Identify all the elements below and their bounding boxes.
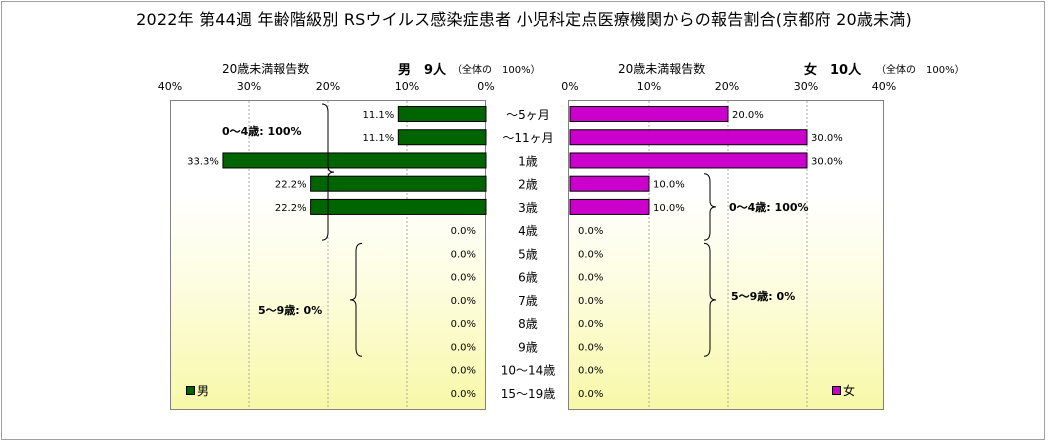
- female-bar: [569, 198, 650, 215]
- female-brace-5-9: [703, 242, 717, 357]
- tick-label: 40%: [157, 80, 183, 93]
- female-bar: [569, 175, 650, 192]
- male-data-label: 0.0%: [451, 342, 476, 353]
- category-label: 4歳: [518, 224, 538, 238]
- female-data-label: 0.0%: [578, 226, 603, 237]
- category-label: 8歳: [518, 317, 538, 331]
- male-brace-5-9: [349, 242, 363, 357]
- female-data-label: 0.0%: [578, 296, 603, 307]
- male-data-label: 33.3%: [187, 156, 219, 167]
- female-data-label: 20.0%: [732, 110, 764, 121]
- tick-label: 10%: [636, 80, 662, 93]
- female-data-label: 0.0%: [578, 342, 603, 353]
- male-data-label: 0.0%: [451, 319, 476, 330]
- male-bar: [397, 129, 487, 146]
- female-bar: [569, 106, 729, 122]
- male-data-label: 0.0%: [451, 226, 476, 237]
- male-bar: [222, 152, 487, 169]
- female-brace-0-4: [703, 173, 717, 241]
- female-data-label: 0.0%: [578, 249, 603, 260]
- male-data-label: 0.0%: [451, 249, 476, 260]
- male-caption: 20歳未満報告数: [222, 62, 310, 76]
- tick-label: 20%: [714, 80, 740, 93]
- tick-label: 40%: [871, 80, 897, 93]
- tick-label: 30%: [793, 80, 819, 93]
- tick-label: 20%: [315, 80, 341, 93]
- male-data-label: 22.2%: [275, 203, 307, 214]
- female-legend-swatch: [832, 386, 841, 395]
- female-plot-area: [568, 100, 884, 410]
- male-annotation-0-4: 0～4歳: 100%: [222, 124, 302, 138]
- category-label: 10～14歳: [501, 364, 556, 378]
- tick-label: 30%: [236, 80, 262, 93]
- male-count-label: 男 9人: [398, 63, 447, 78]
- male-bar: [310, 198, 487, 215]
- category-label: 15～19歳: [501, 387, 556, 401]
- female-share-note: （全体の 100%）: [876, 65, 965, 76]
- category-label: 1歳: [518, 154, 538, 168]
- female-data-label: 10.0%: [653, 180, 685, 191]
- category-label: 6歳: [518, 271, 538, 285]
- category-label: ～5ヶ月: [506, 108, 550, 122]
- tick-label: 0%: [561, 80, 579, 93]
- male-bar: [310, 175, 487, 192]
- male-data-label: 22.2%: [275, 180, 307, 191]
- female-annotation-0-4: 0～4歳: 100%: [729, 200, 809, 214]
- male-data-label: 0.0%: [451, 296, 476, 307]
- category-label: 5歳: [518, 247, 538, 261]
- female-data-label: 0.0%: [578, 319, 603, 330]
- female-count-label: 女 10人: [804, 63, 862, 78]
- female-legend: 女: [832, 382, 855, 399]
- female-caption: 20歳未満報告数: [618, 62, 706, 76]
- female-legend-label: 女: [843, 384, 856, 398]
- category-label: 2歳: [518, 178, 538, 192]
- female-data-label: 0.0%: [578, 389, 603, 400]
- male-data-label: 0.0%: [451, 366, 476, 377]
- male-legend-swatch: [186, 386, 195, 395]
- male-share-note: （全体の 100%）: [452, 65, 541, 76]
- category-label: ～11ヶ月: [502, 131, 553, 145]
- female-annotation-5-9: 5～9歳: 0%: [731, 289, 795, 303]
- female-data-label: 30.0%: [811, 133, 843, 144]
- male-legend-label: 男: [197, 384, 210, 398]
- female-data-label: 0.0%: [578, 366, 603, 377]
- female-data-label: 0.0%: [578, 273, 603, 284]
- tick-label: 0%: [477, 80, 495, 93]
- male-data-label: 11.1%: [363, 110, 395, 121]
- female-bar: [569, 152, 808, 169]
- category-label: 9歳: [518, 340, 538, 354]
- category-label: 7歳: [518, 294, 538, 308]
- female-bar: [569, 129, 808, 146]
- category-label: 3歳: [518, 201, 538, 215]
- male-legend: 男: [186, 382, 209, 399]
- male-brace-0-4: [321, 103, 335, 241]
- male-data-label: 0.0%: [451, 273, 476, 284]
- male-data-label: 0.0%: [451, 389, 476, 400]
- female-data-label: 10.0%: [653, 203, 685, 214]
- male-bar: [397, 106, 487, 122]
- chart-title: 2022年 第44週 年齢階級別 RSウイルス感染症患者 小児科定点医療機関から…: [136, 10, 912, 29]
- female-data-label: 30.0%: [811, 156, 843, 167]
- male-annotation-5-9: 5～9歳: 0%: [258, 303, 322, 317]
- male-data-label: 11.1%: [363, 133, 395, 144]
- tick-label: 10%: [394, 80, 420, 93]
